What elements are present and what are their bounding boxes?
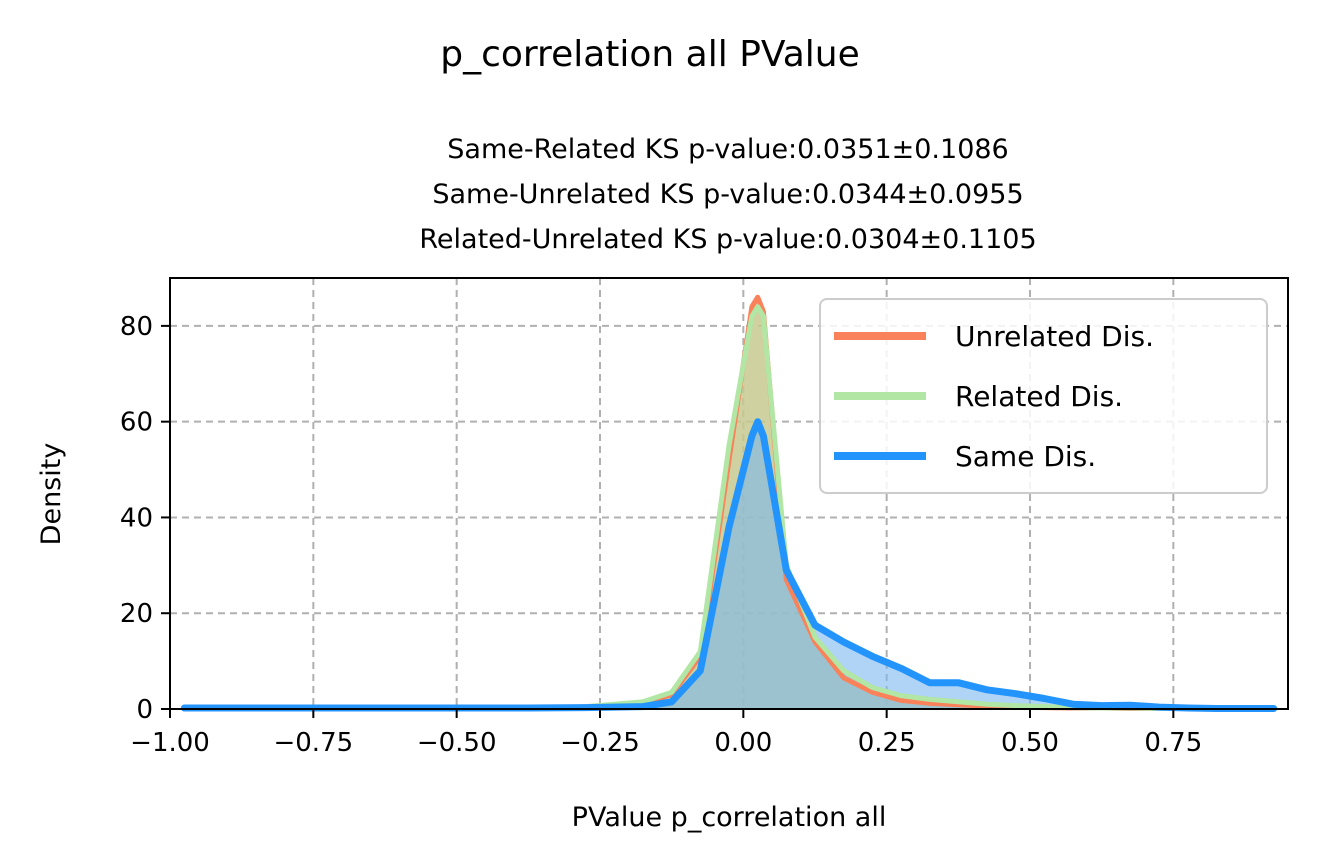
figure-title: p_correlation all PValue xyxy=(440,34,860,75)
legend-label-related: Related Dis. xyxy=(955,380,1123,413)
x-tick-label-4: 0.00 xyxy=(714,728,772,758)
area-fills xyxy=(184,297,1274,709)
area-fill-related xyxy=(184,306,1274,709)
legend: Unrelated Dis. Related Dis. Same Dis. xyxy=(819,298,1268,494)
y-tick-label-3: 60 xyxy=(120,408,153,438)
y-axis-label: Density xyxy=(36,443,67,546)
y-tick-label-2: 40 xyxy=(120,503,153,533)
y-tick-label-4: 80 xyxy=(120,312,153,342)
subtitle-line-1: Same-Related KS p-value:0.0351±0.1086 xyxy=(447,134,1008,165)
legend-label-unrelated: Unrelated Dis. xyxy=(955,320,1154,353)
x-tick-label-6: 0.50 xyxy=(1001,728,1059,758)
subtitle-line-2: Same-Unrelated KS p-value:0.0344±0.0955 xyxy=(432,179,1023,210)
x-tick-label-2: −0.50 xyxy=(417,728,497,758)
x-tick-label-5: 0.25 xyxy=(858,728,916,758)
legend-label-same: Same Dis. xyxy=(955,440,1096,473)
x-tick-label-1: −0.75 xyxy=(273,728,353,758)
x-tick-label-0: −1.00 xyxy=(130,728,210,758)
plot-frame xyxy=(169,277,1289,710)
subtitle-line-3: Related-Unrelated KS p-value:0.0304±0.11… xyxy=(419,224,1036,255)
axis-ticks: −1.00 −0.75 −0.50 −0.25 0.00 0.25 0.50 0.75 0 20 4… xyxy=(120,312,1202,758)
y-tick-label-0: 0 xyxy=(136,695,153,725)
x-tick-label-7: 0.75 xyxy=(1144,728,1202,758)
x-tick-label-3: −0.25 xyxy=(560,728,640,758)
area-fill-same xyxy=(184,421,1274,709)
legend-box xyxy=(819,298,1268,494)
y-tick-label-1: 20 xyxy=(120,599,153,629)
x-axis-label: PValue p_correlation all xyxy=(572,802,887,833)
